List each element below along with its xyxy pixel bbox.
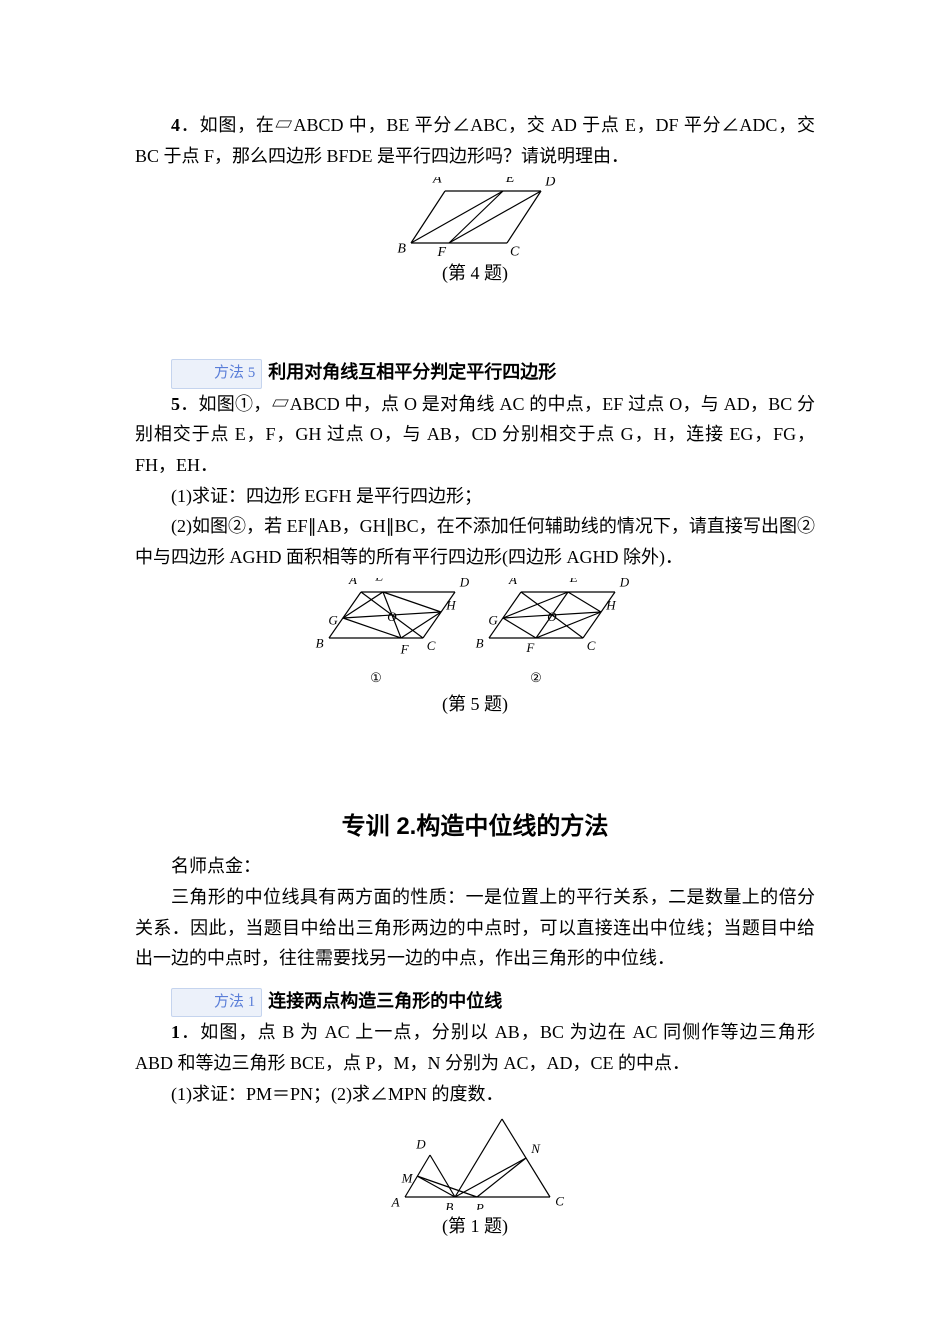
section2-lead-text: 三角形的中位线具有两方面的性质：一是位置上的平行关系，二是数量上的倍分关系．因此… — [135, 882, 815, 974]
section2-title: 专训 2.构造中位线的方法 — [135, 806, 815, 841]
svg-text:F: F — [436, 245, 446, 257]
svg-text:F: F — [525, 641, 535, 656]
svg-text:G: G — [488, 613, 498, 628]
q1b-body: ．如图，点 B 为 AC 上一点，分别以 AB，BC 为边在 AC 同侧作等边三… — [135, 1022, 815, 1073]
svg-text:A: A — [508, 578, 517, 587]
svg-text:G: G — [328, 613, 338, 628]
q5-intro: 5．如图①，▱ABCD 中，点 O 是对角线 AC 的中点，EF 过点 O，与 … — [135, 389, 815, 481]
svg-text:C: C — [509, 245, 519, 258]
section2-lead-label: 名师点金： — [135, 851, 815, 882]
q4-num: 4 — [171, 115, 180, 135]
q4-figure: A D B C E F — [393, 177, 558, 257]
page: 4．如图，在▱ABCD 中，BE 平分∠ABC，交 AD 于点 E，DF 平分∠… — [0, 0, 950, 1298]
svg-text:B: B — [397, 242, 406, 257]
svg-text:E: E — [504, 177, 514, 186]
svg-text:F: F — [400, 642, 410, 657]
svg-text:A: A — [432, 177, 442, 187]
method5-line: 方法 5 利用对角线互相平分判定平行四边形 — [135, 357, 815, 389]
method5-title: 利用对角线互相平分判定平行四边形 — [268, 362, 556, 382]
svg-text:C: C — [587, 638, 596, 653]
q5-caption: (第 5 题) — [135, 690, 815, 716]
svg-text:A: A — [348, 578, 357, 587]
svg-text:C: C — [555, 1194, 564, 1209]
svg-text:D: D — [619, 578, 630, 590]
svg-text:B: B — [476, 636, 484, 651]
q4-text: 4．如图，在▱ABCD 中，BE 平分∠ABC，交 AD 于点 E，DF 平分∠… — [135, 110, 815, 171]
q1b-num: 1 — [171, 1022, 180, 1042]
svg-text:D: D — [415, 1137, 426, 1152]
svg-text:O: O — [387, 609, 397, 624]
svg-text:B: B — [445, 1199, 453, 1210]
svg-text:B: B — [316, 636, 324, 651]
svg-text:N: N — [530, 1141, 541, 1156]
q5-part2: (2)如图②，若 EF∥AB，GH∥BC，在不添加任何辅助线的情况下，请直接写出… — [135, 511, 815, 572]
svg-text:E: E — [374, 578, 383, 584]
method1b-tag: 方法 1 — [171, 988, 262, 1018]
svg-text:D: D — [459, 578, 470, 590]
svg-text:E: E — [569, 578, 578, 585]
q1b-text: 1．如图，点 B 为 AC 上一点，分别以 AB，BC 为边在 AC 同侧作等边… — [135, 1017, 815, 1078]
q4-caption: (第 4 题) — [135, 259, 815, 285]
method1b-line: 方法 1 连接两点构造三角形的中位线 — [135, 986, 815, 1018]
svg-text:②: ② — [530, 670, 542, 685]
svg-text:P: P — [475, 1201, 484, 1210]
q1b-parts: (1)求证：PM＝PN；(2)求∠MPN 的度数． — [135, 1079, 815, 1110]
q5-intro-body: ．如图①，▱ABCD 中，点 O 是对角线 AC 的中点，EF 过点 O，与 A… — [135, 394, 815, 475]
q5-part1: (1)求证：四边形 EGFH 是平行四边形； — [135, 481, 815, 512]
svg-text:M: M — [401, 1170, 414, 1185]
method1b-title: 连接两点构造三角形的中位线 — [268, 991, 502, 1011]
q5-num: 5 — [171, 394, 180, 414]
svg-text:C: C — [427, 638, 436, 653]
svg-text:D: D — [544, 177, 555, 189]
svg-text:H: H — [605, 598, 616, 613]
q5-figure: A D B C E F G H O A D B C E F G H O ① ② — [315, 578, 635, 688]
q4-body: ．如图，在▱ABCD 中，BE 平分∠ABC，交 AD 于点 E，DF 平分∠A… — [135, 115, 815, 166]
method5-tag: 方法 5 — [171, 359, 262, 389]
q1b-figure: ABCDEMNP — [385, 1115, 565, 1210]
svg-text:A: A — [391, 1194, 400, 1209]
svg-text:O: O — [547, 609, 557, 624]
q1b-caption: (第 1 题) — [135, 1212, 815, 1238]
svg-text:H: H — [445, 598, 456, 613]
svg-text:①: ① — [370, 670, 382, 685]
spacer — [135, 285, 815, 345]
